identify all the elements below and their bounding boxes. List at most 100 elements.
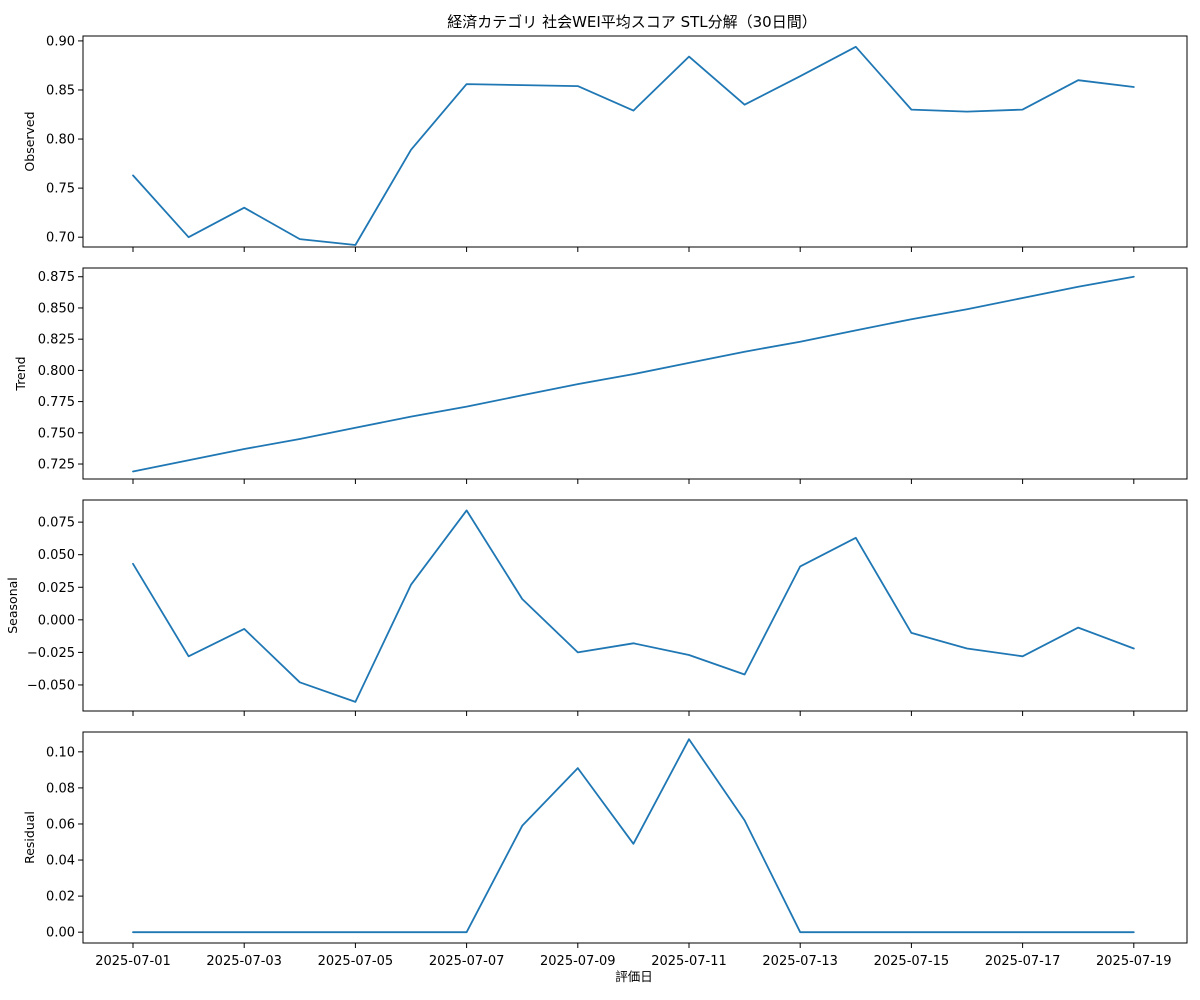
data-point — [465, 82, 469, 86]
x-tick-label: 2025-07-03 — [206, 954, 282, 969]
data-point — [409, 930, 413, 934]
data-point — [1132, 85, 1136, 89]
y-axis-label-trend: Trend — [13, 356, 28, 391]
data-point — [298, 930, 302, 934]
data-point — [965, 930, 969, 934]
x-tick-label: 2025-07-01 — [95, 954, 171, 969]
data-point — [909, 108, 913, 112]
data-point — [743, 350, 747, 354]
x-tick-label: 2025-07-07 — [429, 954, 505, 969]
data-point — [965, 646, 969, 650]
data-point — [353, 426, 357, 430]
panel-frame — [82, 35, 1188, 248]
data-point — [1021, 296, 1025, 300]
y-tick-label: 0.02 — [46, 890, 75, 905]
data-point — [353, 930, 357, 934]
data-point — [1021, 930, 1025, 934]
data-point — [520, 393, 524, 397]
x-tick-label: 2025-07-11 — [651, 954, 727, 969]
data-point — [687, 361, 691, 365]
data-point — [687, 55, 691, 59]
data-point — [798, 930, 802, 934]
panel-residual: 0.00 0.02 0.04 0.06 0.08 0.10 2025-07-01 2025-0… — [22, 731, 1188, 969]
data-point — [631, 842, 635, 846]
y-tick-label: 0.04 — [46, 854, 75, 869]
panel-frame — [82, 499, 1188, 712]
y-tick-label: 0.025 — [38, 581, 75, 596]
data-point — [187, 930, 191, 934]
data-point — [576, 84, 580, 88]
panel-frame — [82, 267, 1188, 480]
data-point — [465, 930, 469, 934]
data-point — [520, 824, 524, 828]
y-tick-label: 0.10 — [46, 745, 75, 760]
data-point — [242, 206, 246, 210]
data-point — [687, 653, 691, 657]
data-point — [1076, 78, 1080, 82]
data-point — [242, 447, 246, 451]
y-tick-label: 0.750 — [38, 426, 75, 441]
data-point — [1076, 930, 1080, 934]
data-point — [465, 508, 469, 512]
y-tick-label: 0.000 — [38, 613, 75, 628]
data-point — [1076, 626, 1080, 630]
data-point — [409, 148, 413, 152]
data-point — [854, 536, 858, 540]
data-point — [909, 930, 913, 934]
data-point — [242, 930, 246, 934]
y-tick-label: 0.08 — [46, 781, 75, 796]
data-point — [298, 237, 302, 241]
data-point — [743, 103, 747, 107]
data-point — [631, 641, 635, 645]
y-tick-label: 0.775 — [38, 395, 75, 410]
y-tick-label: 0.825 — [38, 333, 75, 348]
data-point — [187, 458, 191, 462]
chart-title: 経済カテゴリ 社会WEI平均スコア STL分解（30日間） — [447, 13, 816, 31]
data-point — [131, 562, 135, 566]
data-point — [409, 583, 413, 587]
data-point — [353, 700, 357, 704]
series-line-trend — [132, 275, 1135, 473]
data-point — [298, 437, 302, 441]
data-point — [854, 45, 858, 49]
data-point — [465, 405, 469, 409]
x-tick-label: 2025-07-19 — [1096, 954, 1172, 969]
data-point — [1132, 930, 1136, 934]
data-point — [409, 415, 413, 419]
y-tick-label: 0.725 — [38, 458, 75, 473]
data-point — [131, 930, 135, 934]
data-point — [353, 243, 357, 247]
data-point — [520, 83, 524, 87]
data-point — [854, 930, 858, 934]
data-point — [965, 307, 969, 311]
y-tick-label: 0.70 — [46, 231, 75, 246]
y-tick-label: 0.800 — [38, 364, 75, 379]
y-tick-label: 0.075 — [38, 516, 75, 531]
data-point — [1132, 646, 1136, 650]
series-line-seasonal — [132, 509, 1135, 703]
data-point — [798, 74, 802, 78]
panels-group: 0.700.750.800.850.90Observed0.7250.7500.… — [5, 34, 1188, 969]
data-point — [520, 597, 524, 601]
data-point — [909, 631, 913, 635]
x-tick-label: 2025-07-13 — [762, 954, 838, 969]
panel-frame — [82, 731, 1188, 944]
data-point — [131, 173, 135, 177]
data-point — [298, 680, 302, 684]
data-point — [854, 328, 858, 332]
y-tick-label: 0.850 — [38, 301, 75, 316]
data-point — [965, 110, 969, 114]
data-point — [798, 564, 802, 568]
data-point — [187, 235, 191, 239]
panel-seasonal: −0.050 −0.025 0.000 0.025 0.050 0.075 Seasonal — [5, 499, 1188, 716]
data-point — [1132, 275, 1136, 279]
x-axis-label: 評価日 — [615, 969, 653, 984]
panel-observed: 0.70 0.75 0.80 0.85 0.90 Observed — [22, 34, 1188, 252]
data-point — [1021, 654, 1025, 658]
data-point — [1076, 285, 1080, 289]
data-point — [631, 372, 635, 376]
y-tick-label: 0.80 — [46, 133, 75, 148]
y-tick-label: 0.85 — [46, 83, 75, 98]
data-point — [576, 382, 580, 386]
